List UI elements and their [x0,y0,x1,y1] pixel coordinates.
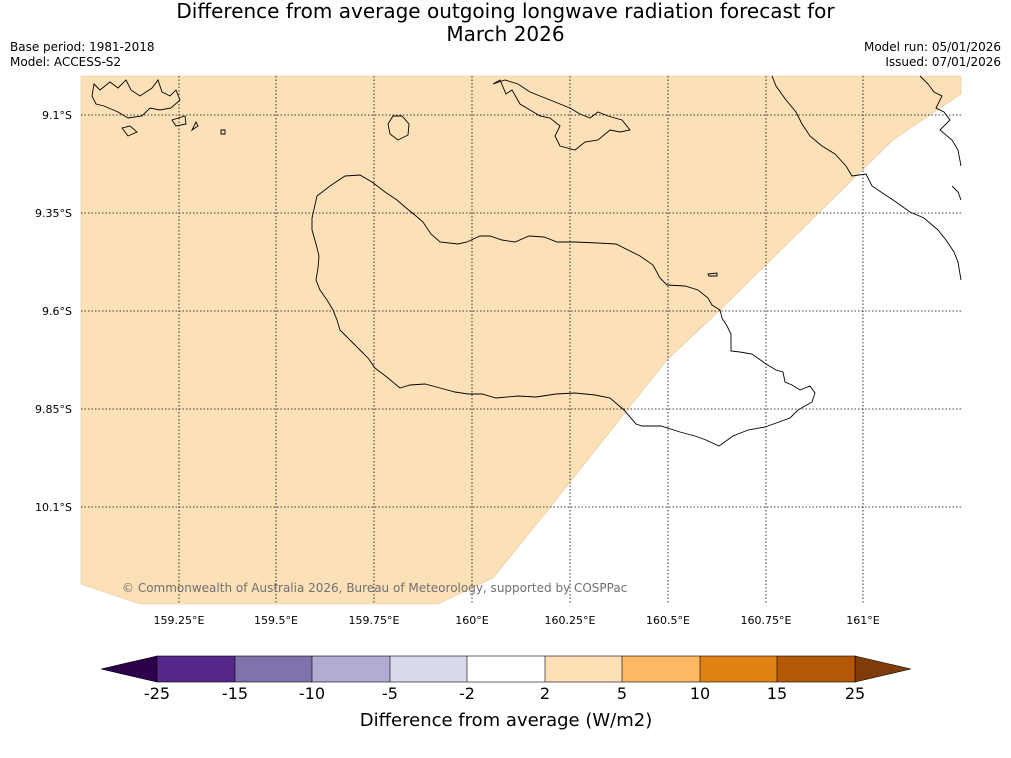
colorbar-tick: -5 [382,684,398,703]
colorbar-tick: -10 [299,684,325,703]
colorbar-segment [700,656,777,682]
colorbar-tick: -2 [459,684,475,703]
lon-label: 160.25°E [545,614,596,627]
lat-label: 9.1°S [42,109,72,122]
colorbar-tick: 10 [690,684,710,703]
colorbar-under-arrow [100,655,158,683]
coastline-small-island [387,115,410,141]
model-name: Model: ACCESS-S2 [10,55,122,69]
longitude-labels: 159.25°E 159.5°E 159.75°E 160°E 160.25°E… [154,614,880,627]
title-line-1: Difference from average outgoing longwav… [176,0,835,23]
copyright-notice: © Commonwealth of Australia 2026, Bureau… [122,581,627,595]
coastline-northeast [771,75,962,281]
model-run: Model run: 05/01/2026 [863,40,1001,54]
colorbar-tick: -15 [222,684,248,703]
colorbar-over-arrow [854,655,912,683]
colorbar-segment [157,656,235,682]
lon-label: 160°E [455,614,488,627]
colorbar-title: Difference from average (W/m2) [360,710,652,731]
colorbar: -25 -15 -10 -5 -2 2 5 10 15 25 Differenc… [100,655,912,731]
colorbar-tick: 2 [540,684,550,703]
colorbar-segment [545,656,622,682]
lat-label: 9.35°S [35,207,72,220]
left-metadata: Base period: 1981-2018 Model: ACCESS-S2 [10,40,155,70]
coastline-northwest [91,79,226,137]
issued-date: Issued: 07/01/2026 [885,55,1001,69]
lon-label: 159.75°E [349,614,400,627]
colorbar-tick: 5 [617,684,627,703]
lon-label: 160.75°E [741,614,792,627]
latitude-labels: 9.1°S 9.35°S 9.6°S 9.85°S 10.1°S [35,109,72,514]
colorbar-segment [390,656,467,682]
colorbar-tick: 25 [845,684,865,703]
lat-label: 10.1°S [35,501,72,514]
lat-label: 9.6°S [42,305,72,318]
forecast-fill-region [80,75,962,605]
coastlines [91,75,962,447]
colorbar-segment [235,656,312,682]
colorbar-tick: 15 [767,684,787,703]
lon-label: 161°E [846,614,879,627]
coastline-north-central [492,79,631,151]
coastline-islet [707,272,718,277]
colorbar-segment [622,656,700,682]
right-metadata: Model run: 05/01/2026 Issued: 07/01/2026 [864,40,1001,70]
coastline-main-island [311,174,816,447]
title-line-2: March 2026 [446,22,565,46]
base-period: Base period: 1981-2018 [10,40,155,54]
colorbar-segment [467,656,545,682]
lon-label: 159.25°E [154,614,205,627]
lat-label: 9.85°S [35,403,72,416]
lon-label: 160.5°E [646,614,690,627]
map-gridlines [81,76,961,604]
chart-title: Difference from average outgoing longwav… [0,0,1011,46]
colorbar-outline [156,655,856,683]
colorbar-tick: -25 [144,684,170,703]
colorbar-segment [777,656,855,682]
lon-label: 159.5°E [254,614,298,627]
colorbar-segment [312,656,390,682]
